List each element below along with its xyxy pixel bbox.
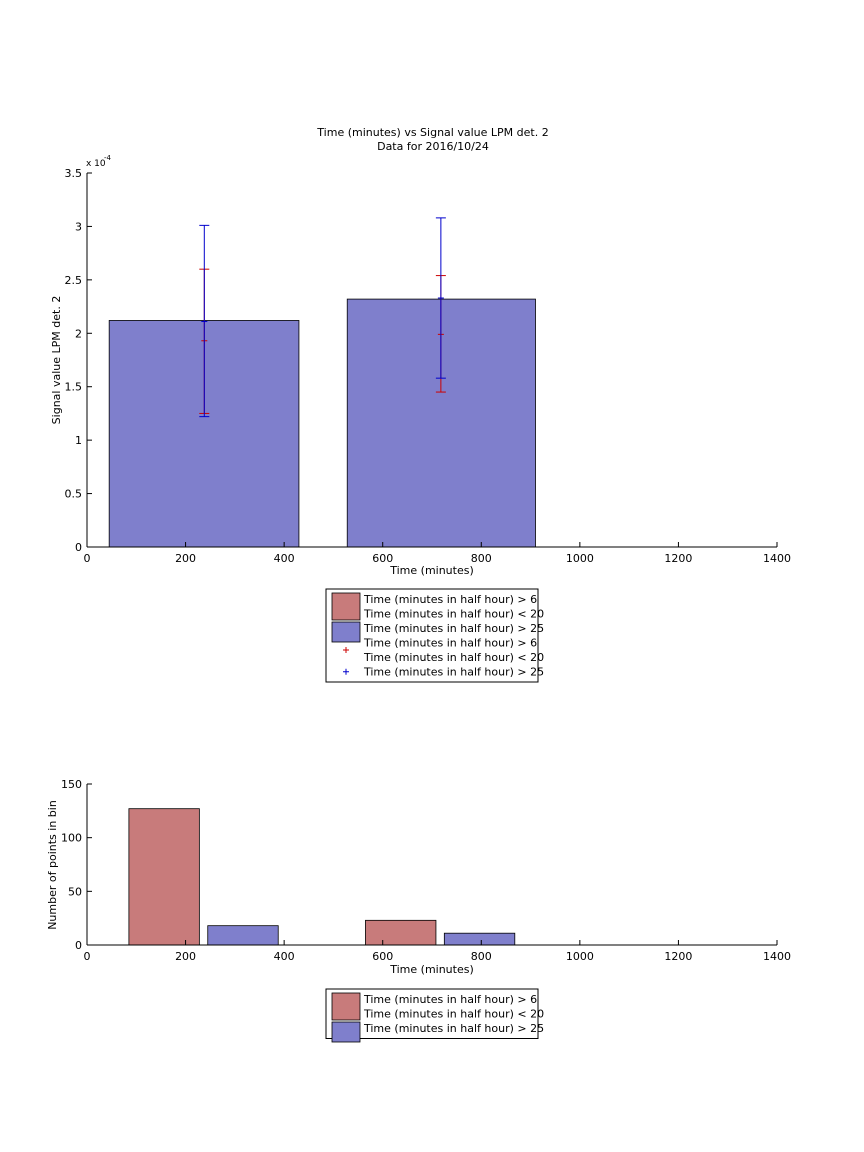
bar bbox=[207, 925, 279, 946]
x-tick-label: 200 bbox=[175, 552, 196, 565]
axes: 0 200 400 600 800 1000 1200 1400 0 0.5 1 1.5 2 2.5 3 3.… bbox=[65, 167, 792, 565]
y-tick-label: 1.5 bbox=[65, 381, 83, 394]
y-tick-label: 3.5 bbox=[65, 167, 83, 180]
errorbar bbox=[199, 224, 210, 418]
legend-entry: Time (minutes in half hour) > 25 bbox=[343, 666, 544, 679]
legend-entry: Time (minutes in half hour) > 6 Time (min… bbox=[331, 992, 544, 1021]
legend-swatch bbox=[331, 621, 361, 643]
x-tick-label: 0 bbox=[84, 552, 91, 565]
y-tick-label: 100 bbox=[61, 832, 82, 845]
legend-label: Time (minutes in half hour) > 6 bbox=[363, 593, 537, 606]
bars-layer bbox=[108, 298, 536, 548]
y-tick-label: 0 bbox=[75, 939, 82, 952]
legend-swatch bbox=[331, 1021, 361, 1043]
x-tick-label: 800 bbox=[471, 950, 492, 963]
legend-swatch bbox=[331, 592, 361, 621]
x-axis-label: Time (minutes) bbox=[389, 963, 474, 976]
y-tick-label: 0 bbox=[75, 541, 82, 554]
errorbar bbox=[435, 217, 446, 379]
x-tick-label: 200 bbox=[175, 950, 196, 963]
legend: Time (minutes in half hour) > 6 Time (min… bbox=[325, 988, 544, 1043]
legend-box bbox=[325, 588, 539, 683]
bars-layer bbox=[128, 808, 516, 946]
legend-label: Time (minutes in half hour) > 25 bbox=[363, 1022, 544, 1035]
y-tick-label: 1 bbox=[75, 434, 82, 447]
x-tick-label: 0 bbox=[84, 950, 91, 963]
y-tick-label: 2.5 bbox=[65, 274, 83, 287]
x-tick-label: 1000 bbox=[566, 950, 594, 963]
x-tick-label: 1200 bbox=[664, 552, 692, 565]
chart-title: Time (minutes) vs Signal value LPM det. … bbox=[316, 126, 548, 139]
x-tick-label: 400 bbox=[274, 950, 295, 963]
legend-label: Time (minutes in half hour) > 6 bbox=[363, 993, 537, 1006]
legend-box bbox=[325, 988, 539, 1039]
errorbars-layer bbox=[199, 217, 684, 548]
x-tick-label: 600 bbox=[372, 552, 393, 565]
y-axis-label: Signal value LPM det. 2 bbox=[50, 296, 63, 425]
x-tick-label: 800 bbox=[471, 552, 492, 565]
axes: 0 200 400 600 800 1000 1200 1400 0 50 100 150 bbox=[61, 778, 791, 963]
legend-entry: Time (minutes in half hour) > 6 Time (min… bbox=[331, 592, 544, 621]
x-tick-label: 600 bbox=[372, 950, 393, 963]
legend-swatch bbox=[331, 992, 361, 1021]
legend-label: Time (minutes in half hour) < 20 bbox=[363, 1008, 544, 1021]
legend-label: Time (minutes in half hour) > 25 bbox=[363, 666, 544, 679]
legend-label: Time (minutes in half hour) > 6 bbox=[363, 637, 537, 650]
x-tick-label: 400 bbox=[274, 552, 295, 565]
x-tick-label: 1400 bbox=[763, 950, 791, 963]
legend-label: Time (minutes in half hour) < 20 bbox=[363, 651, 544, 664]
y-tick-label: 2 bbox=[75, 327, 82, 340]
y-tick-label: 50 bbox=[68, 885, 82, 898]
bar bbox=[128, 808, 200, 946]
y-tick-label: 150 bbox=[61, 778, 82, 791]
legend-entry: Time (minutes in half hour) > 25 bbox=[331, 1021, 544, 1043]
count-chart: 0 200 400 600 800 1000 1200 1400 0 50 100 150 Time … bbox=[46, 778, 791, 1043]
y-axis-label: Number of points in bin bbox=[46, 800, 59, 930]
bar bbox=[443, 932, 516, 946]
y-exponent-base: x 10 bbox=[86, 159, 106, 169]
x-tick-label: 1400 bbox=[763, 552, 791, 565]
y-tick-label: 3 bbox=[75, 220, 82, 233]
legend-entry: Time (minutes in half hour) > 25 bbox=[331, 621, 544, 643]
bar bbox=[365, 919, 437, 946]
y-exponent-power: -4 bbox=[104, 154, 112, 162]
legend-label: Time (minutes in half hour) > 25 bbox=[363, 622, 544, 635]
chart-subtitle: Data for 2016/10/24 bbox=[377, 140, 489, 153]
x-tick-label: 1000 bbox=[566, 552, 594, 565]
y-exponent: x 10 -4 bbox=[86, 154, 112, 169]
x-tick-label: 1200 bbox=[664, 950, 692, 963]
legend-label: Time (minutes in half hour) < 20 bbox=[363, 608, 544, 621]
signal-chart: Time (minutes) vs Signal value LPM det. … bbox=[50, 126, 792, 683]
x-axis-label: Time (minutes) bbox=[389, 564, 474, 577]
y-tick-label: 0.5 bbox=[65, 488, 83, 501]
